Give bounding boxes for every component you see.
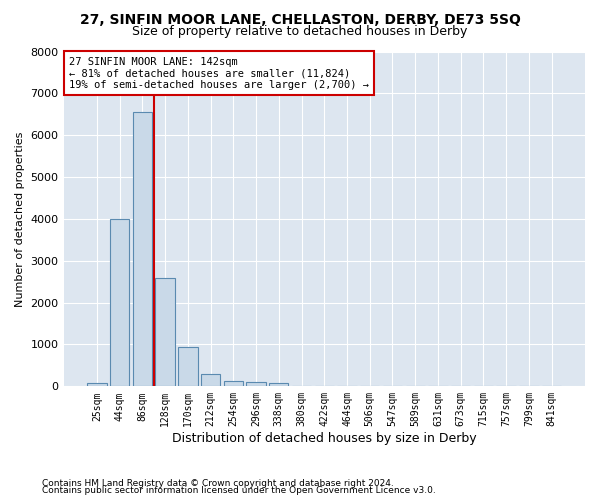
Bar	[269, 383, 289, 386]
Bar	[155, 278, 175, 386]
Bar	[178, 346, 197, 387]
Bar	[133, 112, 152, 386]
X-axis label: Distribution of detached houses by size in Derby: Distribution of detached houses by size …	[172, 432, 476, 445]
Bar	[247, 382, 266, 386]
Text: 27, SINFIN MOOR LANE, CHELLASTON, DERBY, DE73 5SQ: 27, SINFIN MOOR LANE, CHELLASTON, DERBY,…	[80, 12, 520, 26]
Text: Contains HM Land Registry data © Crown copyright and database right 2024.: Contains HM Land Registry data © Crown c…	[42, 478, 394, 488]
Text: Contains public sector information licensed under the Open Government Licence v3: Contains public sector information licen…	[42, 486, 436, 495]
Bar	[224, 382, 243, 386]
Y-axis label: Number of detached properties: Number of detached properties	[15, 131, 25, 306]
Text: 27 SINFIN MOOR LANE: 142sqm
← 81% of detached houses are smaller (11,824)
19% of: 27 SINFIN MOOR LANE: 142sqm ← 81% of det…	[69, 56, 369, 90]
Bar	[201, 374, 220, 386]
Text: Size of property relative to detached houses in Derby: Size of property relative to detached ho…	[133, 25, 467, 38]
Bar	[87, 383, 107, 386]
Bar	[110, 219, 130, 386]
